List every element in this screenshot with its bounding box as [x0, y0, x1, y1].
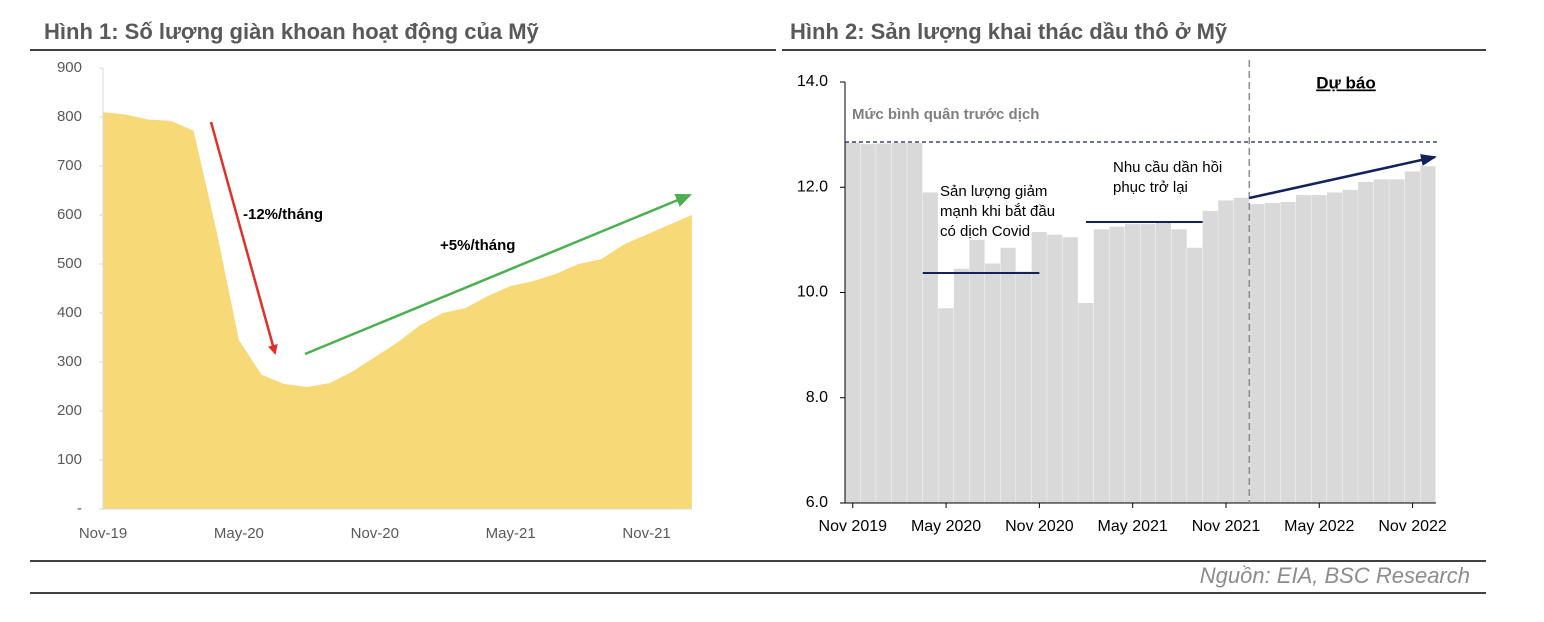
bar: [1093, 229, 1109, 503]
bar: [845, 142, 861, 504]
y-tick-label: 8.0: [806, 389, 828, 406]
y-tick-label: 10.0: [797, 284, 828, 301]
bar: [1016, 271, 1032, 503]
y-tick-label: 600: [57, 206, 82, 223]
bar: [876, 143, 892, 504]
annotation: +5%/tháng: [440, 237, 515, 254]
bar: [1156, 221, 1172, 504]
bar: [891, 143, 907, 504]
x-tick-label: May-20: [214, 525, 264, 542]
reference-label: Mức bình quân trước dịch: [852, 106, 1039, 123]
x-tick-label: Nov 2020: [1005, 518, 1074, 535]
bar: [1342, 189, 1358, 503]
bar: [1420, 166, 1436, 503]
bar: [1062, 237, 1078, 503]
annotation: Nhu cầu dần hồi: [1113, 159, 1222, 176]
chart-title: Hình 1: Số lượng giàn khoan hoạt động củ…: [44, 19, 540, 44]
y-tick-label: 12.0: [797, 178, 828, 195]
source: Nguồn: EIA, BSC Research: [1200, 563, 1470, 588]
y-tick-label: 800: [57, 108, 82, 125]
x-tick-label: Nov-19: [79, 525, 127, 542]
x-tick-label: Nov-20: [351, 525, 399, 542]
bar: [969, 239, 985, 503]
bar: [1264, 203, 1280, 503]
x-tick-label: May-21: [486, 525, 536, 542]
bar: [1311, 195, 1327, 504]
forecast-label: Dự báo: [1316, 73, 1376, 92]
bar: [1373, 179, 1389, 503]
bar: [1031, 231, 1047, 503]
bar: [1389, 179, 1405, 503]
bar: [1047, 234, 1063, 504]
bar: [1327, 192, 1343, 503]
bar: [1124, 224, 1141, 503]
bar: [1171, 229, 1187, 503]
bar: [984, 263, 1001, 503]
x-tick-label: Nov 2021: [1192, 518, 1261, 535]
y-tick-label: 500: [57, 255, 82, 272]
bar: [1187, 247, 1203, 503]
x-tick-label: May 2020: [911, 518, 981, 535]
chart-title: Hình 2: Sản lượng khai thác dầu thô ở Mỹ: [790, 19, 1228, 44]
bar: [1358, 181, 1374, 504]
y-tick-label: 400: [57, 304, 82, 321]
bar: [1280, 201, 1296, 504]
bar: [938, 308, 954, 503]
bar: [953, 268, 969, 503]
bar: [1404, 171, 1420, 503]
bar: [1202, 210, 1218, 503]
bar: [1109, 226, 1125, 503]
y-tick-label: 100: [57, 451, 82, 468]
bar: [1295, 195, 1312, 504]
bar: [922, 192, 938, 503]
bar: [907, 143, 923, 504]
bar: [1140, 224, 1156, 503]
y-tick-label: -: [77, 500, 82, 517]
bar: [1000, 247, 1016, 503]
bar: [1218, 200, 1234, 503]
x-tick-label: May 2022: [1284, 518, 1354, 535]
x-tick-label: Nov 2019: [819, 518, 888, 535]
x-tick-label: May 2021: [1098, 518, 1168, 535]
bar: [1249, 204, 1265, 503]
y-tick-label: 6.0: [806, 494, 828, 511]
annotation: -12%/tháng: [243, 206, 323, 223]
x-tick-label: Nov-21: [622, 525, 670, 542]
y-tick-label: 300: [57, 353, 82, 370]
arrow: [209, 121, 278, 355]
annotation: phục trở lại: [1113, 179, 1188, 196]
annotation: mạnh khi bắt đầu: [940, 203, 1055, 220]
annotation: Sản lượng giảm: [940, 183, 1047, 200]
y-tick-label: 700: [57, 157, 82, 174]
annotation: có dịch Covid: [940, 223, 1030, 240]
x-tick-label: Nov 2022: [1378, 518, 1447, 535]
bar: [860, 144, 876, 503]
y-tick-label: 200: [57, 402, 82, 419]
y-tick-label: 900: [57, 59, 82, 76]
bar: [1078, 303, 1094, 503]
arrow: [1249, 154, 1437, 200]
y-tick-label: 14.0: [797, 73, 828, 90]
arrow: [304, 193, 692, 356]
bar: [1233, 197, 1249, 503]
area: [103, 112, 692, 509]
